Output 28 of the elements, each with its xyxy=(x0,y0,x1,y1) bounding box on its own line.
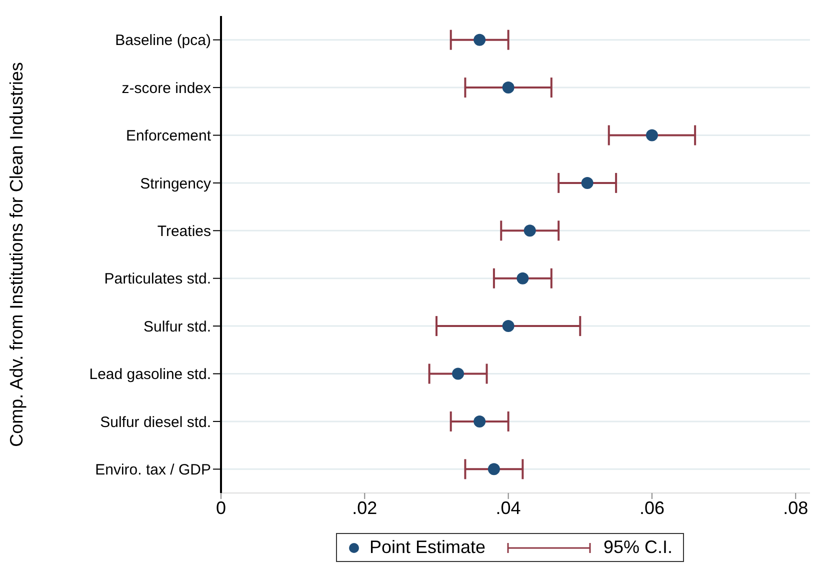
x-tick-label: .04 xyxy=(496,498,521,518)
point xyxy=(488,463,500,476)
y-tick-label: Treaties xyxy=(157,222,211,240)
y-tick-label: Lead gasoline std. xyxy=(89,366,211,384)
y-tick-label: Baseline (pca) xyxy=(115,32,211,50)
y-tick-label: Sulfur std. xyxy=(143,318,211,336)
y-axis-title: Comp. Adv. from Institutions for Clean Industries xyxy=(6,62,26,447)
text: 95% C.I. xyxy=(604,537,673,558)
legend-label: Point Estimate xyxy=(369,537,486,558)
point xyxy=(524,224,536,237)
x-tick-label: 0 xyxy=(216,498,226,518)
point xyxy=(474,415,486,428)
y-tick-label: Particulates std. xyxy=(104,270,211,288)
point xyxy=(452,368,464,380)
y-tick-label: Sulfur diesel std. xyxy=(100,414,211,431)
x-tick-label: .06 xyxy=(639,498,664,518)
x-tick-label: .02 xyxy=(352,498,378,518)
x-tick-label: .08 xyxy=(783,498,808,518)
point xyxy=(502,82,514,94)
y-tick-label: Stringency xyxy=(140,175,212,192)
point xyxy=(516,272,529,284)
y-tick-label: z-score index xyxy=(122,80,212,97)
point xyxy=(502,320,514,332)
y-tick-label: Enviro. tax / GDP xyxy=(95,461,211,478)
point xyxy=(474,34,486,46)
y-tick-label: Enforcement xyxy=(126,128,212,145)
point xyxy=(646,129,658,142)
point xyxy=(581,176,594,189)
